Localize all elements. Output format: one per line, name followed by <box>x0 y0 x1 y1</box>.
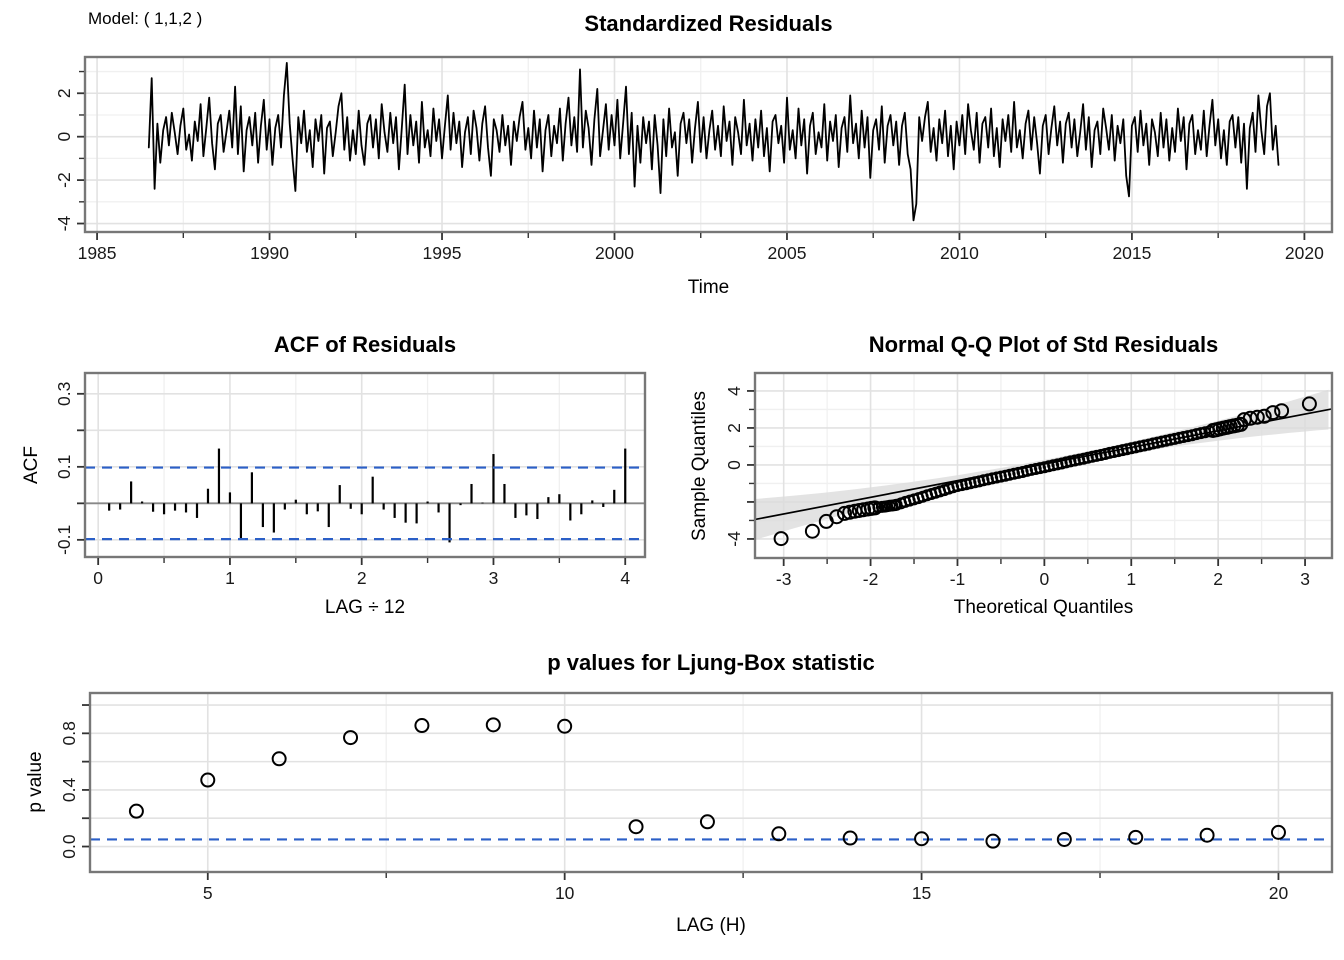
residuals-plot-border <box>83 55 1334 234</box>
ljung-box-x-axis-label: LAG (H) <box>676 915 746 936</box>
svg-text:5: 5 <box>203 883 213 903</box>
ljung-box-y-axis-label: p value <box>25 751 46 813</box>
svg-text:0: 0 <box>1040 569 1050 589</box>
svg-text:1995: 1995 <box>423 243 462 263</box>
svg-text:0.0: 0.0 <box>59 834 79 859</box>
acf-x-axis-label: LAG ÷ 12 <box>324 597 406 618</box>
ljung-box-plot-border <box>88 691 1334 874</box>
svg-text:2010: 2010 <box>940 243 979 263</box>
svg-text:20: 20 <box>1269 883 1289 903</box>
qq-plot-axes: -3 -2 -1 0 1 2 3 4 2 0 -4 <box>724 386 1310 589</box>
residuals-title: Standardized Residuals <box>584 11 833 36</box>
svg-text:1990: 1990 <box>250 243 289 263</box>
svg-text:-3: -3 <box>776 569 792 589</box>
svg-text:0.4: 0.4 <box>59 777 79 802</box>
svg-text:0.3: 0.3 <box>54 382 74 406</box>
svg-text:2: 2 <box>357 568 367 588</box>
qq-points <box>773 396 1317 547</box>
qq-title: Normal Q-Q Plot of Std Residuals <box>868 332 1219 357</box>
qq-plot-border <box>753 371 1334 560</box>
ljung-box-title: p values for Ljung-Box statistic <box>547 650 875 675</box>
svg-text:2: 2 <box>1213 569 1223 589</box>
acf-plot: 0 1 2 3 4 0.3 0.1 -0.1 <box>54 371 647 588</box>
acf-bars <box>108 448 627 543</box>
svg-text:15: 15 <box>912 883 931 903</box>
model-label: Model: ( 1,1,2 ) <box>88 9 203 28</box>
svg-text:4: 4 <box>724 386 744 396</box>
svg-text:3: 3 <box>1300 569 1310 589</box>
ljung-box-points <box>128 717 1286 849</box>
svg-text:0.1: 0.1 <box>54 455 74 479</box>
acf-plot-axes: 0 1 2 3 4 0.3 0.1 -0.1 <box>54 382 630 588</box>
svg-text:1985: 1985 <box>78 243 117 263</box>
acf-plot-data <box>85 448 645 543</box>
svg-text:2: 2 <box>54 88 74 98</box>
svg-text:3: 3 <box>489 568 499 588</box>
qq-plot-data <box>755 389 1332 547</box>
svg-text:0: 0 <box>724 460 744 470</box>
svg-text:1: 1 <box>1126 569 1136 589</box>
svg-text:2020: 2020 <box>1285 243 1324 263</box>
svg-text:-2: -2 <box>863 569 879 589</box>
time-axis-label: Time <box>687 277 730 298</box>
svg-text:2: 2 <box>724 423 744 433</box>
svg-text:-0.1: -0.1 <box>54 525 74 555</box>
svg-text:-1: -1 <box>950 569 966 589</box>
svg-text:-4: -4 <box>724 531 744 547</box>
svg-text:2015: 2015 <box>1112 243 1151 263</box>
ljung-box-plot-axes: 5 10 15 20 0.8 0.4 0.0 <box>59 704 1289 903</box>
qq-plot: -3 -2 -1 0 1 2 3 4 2 0 -4 <box>724 371 1334 589</box>
svg-text:0: 0 <box>54 132 74 142</box>
qq-y-axis-label: Sample Quantiles <box>689 391 710 541</box>
svg-text:-4: -4 <box>54 215 74 231</box>
acf-plot-border <box>83 371 647 559</box>
svg-text:1: 1 <box>225 568 235 588</box>
qq-x-axis-label: Theoretical Quantiles <box>953 597 1134 618</box>
acf-title: ACF of Residuals <box>273 332 457 357</box>
svg-text:0.8: 0.8 <box>59 721 79 745</box>
svg-text:2005: 2005 <box>768 243 807 263</box>
acf-y-axis-label: ACF <box>21 446 42 484</box>
svg-text:4: 4 <box>620 568 630 588</box>
residuals-series-line <box>147 62 1280 222</box>
svg-text:-2: -2 <box>54 172 74 188</box>
svg-text:2000: 2000 <box>595 243 634 263</box>
svg-text:0: 0 <box>93 568 103 588</box>
ljung-box-plot-data <box>90 717 1332 849</box>
svg-text:10: 10 <box>555 883 575 903</box>
residuals-plot-gridlines <box>85 57 1332 232</box>
ljung-box-plot: 5 10 15 20 0.8 0.4 0.0 <box>59 691 1334 903</box>
residuals-plot-data <box>147 62 1280 222</box>
ljung-box-plot-gridlines <box>90 693 1332 872</box>
